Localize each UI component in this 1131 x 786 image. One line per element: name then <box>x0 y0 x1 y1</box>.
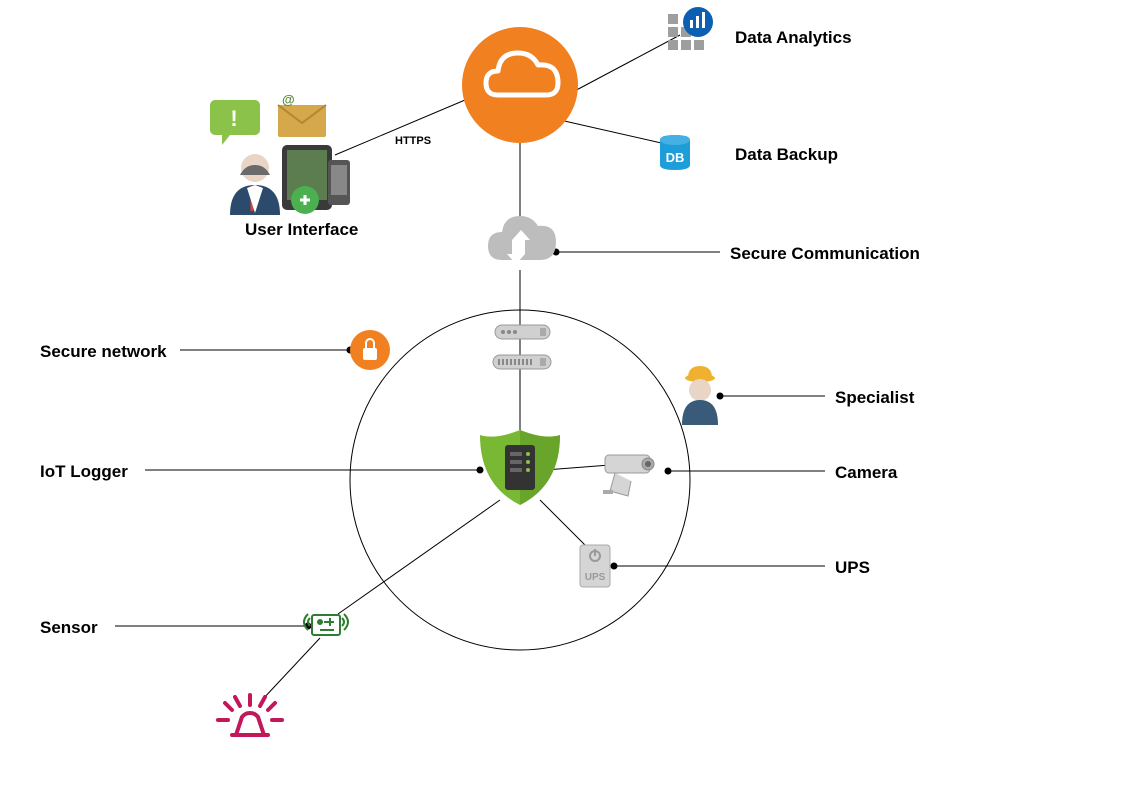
analytics-icon <box>668 7 713 50</box>
sensor-label: Sensor <box>40 618 98 638</box>
specialist-label: Specialist <box>835 388 914 408</box>
cloud-icon <box>462 27 578 143</box>
callout-lines <box>115 249 825 629</box>
backup-label: Data Backup <box>735 145 838 165</box>
alarm-icon <box>218 695 282 735</box>
specialist-icon <box>682 366 718 425</box>
secure-network-icon <box>350 330 390 370</box>
ups-icon: UPS <box>580 545 610 587</box>
svg-text:!: ! <box>230 106 237 131</box>
camera-label: Camera <box>835 463 897 483</box>
camera-icon <box>603 455 654 496</box>
https-label: HTTPS <box>395 135 431 147</box>
ups-label: UPS <box>835 558 870 578</box>
user-interface-group: ! @ <box>210 92 350 215</box>
iot-logger-icon <box>480 430 560 505</box>
analytics-label: Data Analytics <box>735 28 852 48</box>
svg-text:DB: DB <box>666 150 685 165</box>
user-interface-label: User Interface <box>245 220 358 240</box>
svg-text:@: @ <box>282 92 295 107</box>
svg-text:UPS: UPS <box>585 572 606 583</box>
diagram-canvas: DB ! @ <box>0 0 1131 786</box>
router-icons <box>493 325 551 369</box>
secure-network-label: Secure network <box>40 342 167 362</box>
secure-comm-icon <box>488 216 556 264</box>
backup-icon: DB <box>660 135 690 170</box>
secure-comm-label: Secure Communication <box>730 244 920 264</box>
iot-logger-label: IoT Logger <box>40 462 128 482</box>
